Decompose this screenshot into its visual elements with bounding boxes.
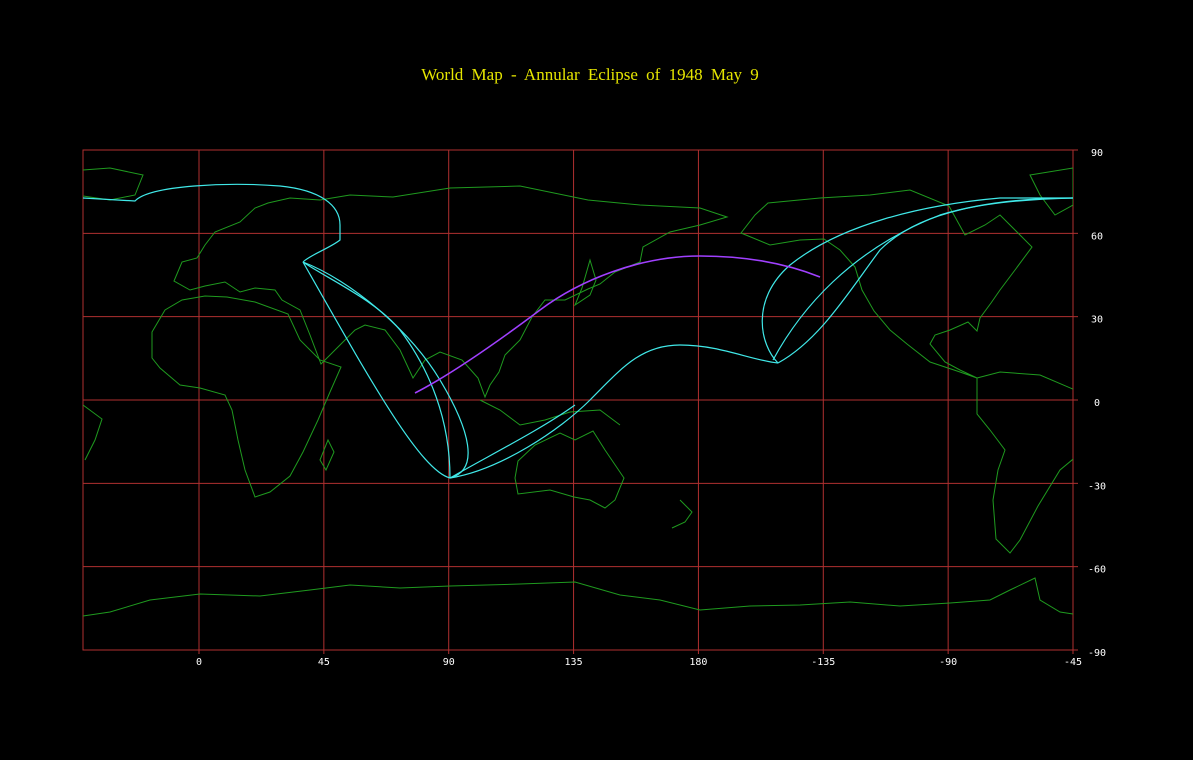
- lon-tick-label: 0: [196, 657, 202, 668]
- south-america-west-edge: [83, 404, 103, 461]
- penumbra-loop-west-inner: [302, 261, 451, 479]
- lon-tick-label: -45: [1064, 657, 1082, 668]
- penumbra-loop-east-third: [777, 197, 1073, 364]
- lon-tick-label: -135: [811, 657, 835, 668]
- greenland-east: [1029, 167, 1073, 216]
- antarctica: [83, 577, 1073, 617]
- lon-tick-label: 180: [689, 657, 707, 668]
- penumbra-south-line: [449, 404, 576, 479]
- new-zealand: [671, 499, 693, 529]
- coastlines: [83, 167, 1073, 617]
- penumbra-loop-east-outer: [761, 197, 1073, 364]
- lat-tick-label: 30: [1091, 315, 1103, 326]
- lat-tick-label: -90: [1088, 648, 1106, 659]
- lon-tick-label: -90: [939, 657, 957, 668]
- north-america: [740, 189, 1033, 379]
- lat-tick-label: -60: [1088, 565, 1106, 576]
- lon-tick-label: 90: [443, 657, 455, 668]
- map-title: World Map - Annular Eclipse of 1948 May …: [421, 65, 759, 84]
- madagascar: [319, 438, 335, 472]
- lat-tick-label: 60: [1091, 231, 1103, 242]
- indonesia: [479, 399, 621, 426]
- lat-tick-label: 0: [1094, 398, 1100, 409]
- central-line: [414, 255, 821, 394]
- lat-tick-label: 90: [1091, 148, 1103, 159]
- penumbra-loop-west-outer: [302, 261, 469, 479]
- greenland: [83, 167, 144, 201]
- eurasia: [173, 185, 729, 399]
- lon-tick-label: 135: [565, 657, 583, 668]
- northern-limit-west: [83, 183, 341, 263]
- south-america: [976, 371, 1073, 554]
- lon-tick-label: 45: [318, 657, 330, 668]
- eclipse-paths: [83, 183, 1073, 479]
- graticule: [82, 149, 1078, 654]
- penumbra-southern: [449, 344, 779, 479]
- lat-tick-label: -30: [1088, 481, 1106, 492]
- australia: [514, 430, 625, 509]
- africa: [151, 295, 342, 498]
